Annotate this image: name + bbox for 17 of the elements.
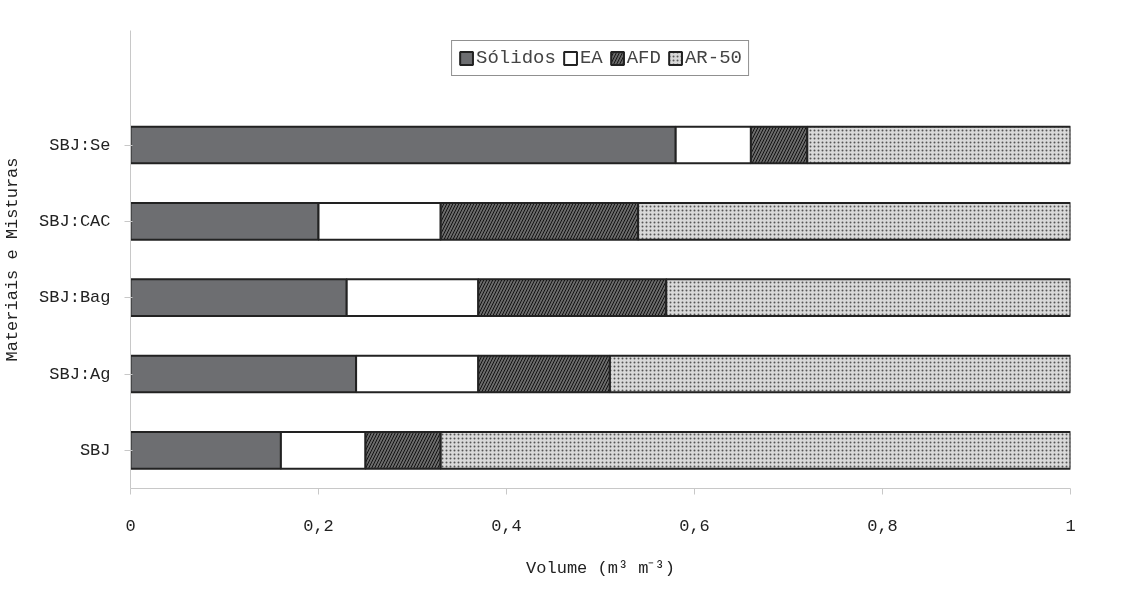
y-tick-label: SBJ:Bag: [39, 288, 111, 308]
legend-label: AR-50: [684, 47, 742, 69]
x-axis-title: Volume (m³ m⁻³): [526, 558, 675, 578]
legend-label: EA: [579, 47, 603, 69]
x-tick-label: 0: [125, 516, 136, 536]
legend-label: AFD: [626, 47, 661, 69]
x-tick-label: 1: [1065, 516, 1076, 536]
y-tick-label: SBJ:Se: [49, 135, 111, 155]
y-tick-label: SBJ:Ag: [49, 364, 111, 384]
y-tick-label: SBJ: [79, 440, 111, 460]
x-tick-label: 0,2: [303, 516, 334, 536]
y-axis-title: Materiais e Misturas: [3, 157, 23, 362]
x-tick-label: 0,4: [491, 516, 522, 536]
legend-label: Sólidos: [476, 47, 556, 69]
y-tick-label: SBJ:CAC: [39, 211, 111, 231]
x-tick-label: 0,8: [867, 516, 898, 536]
x-tick-label: 0,6: [679, 516, 710, 536]
